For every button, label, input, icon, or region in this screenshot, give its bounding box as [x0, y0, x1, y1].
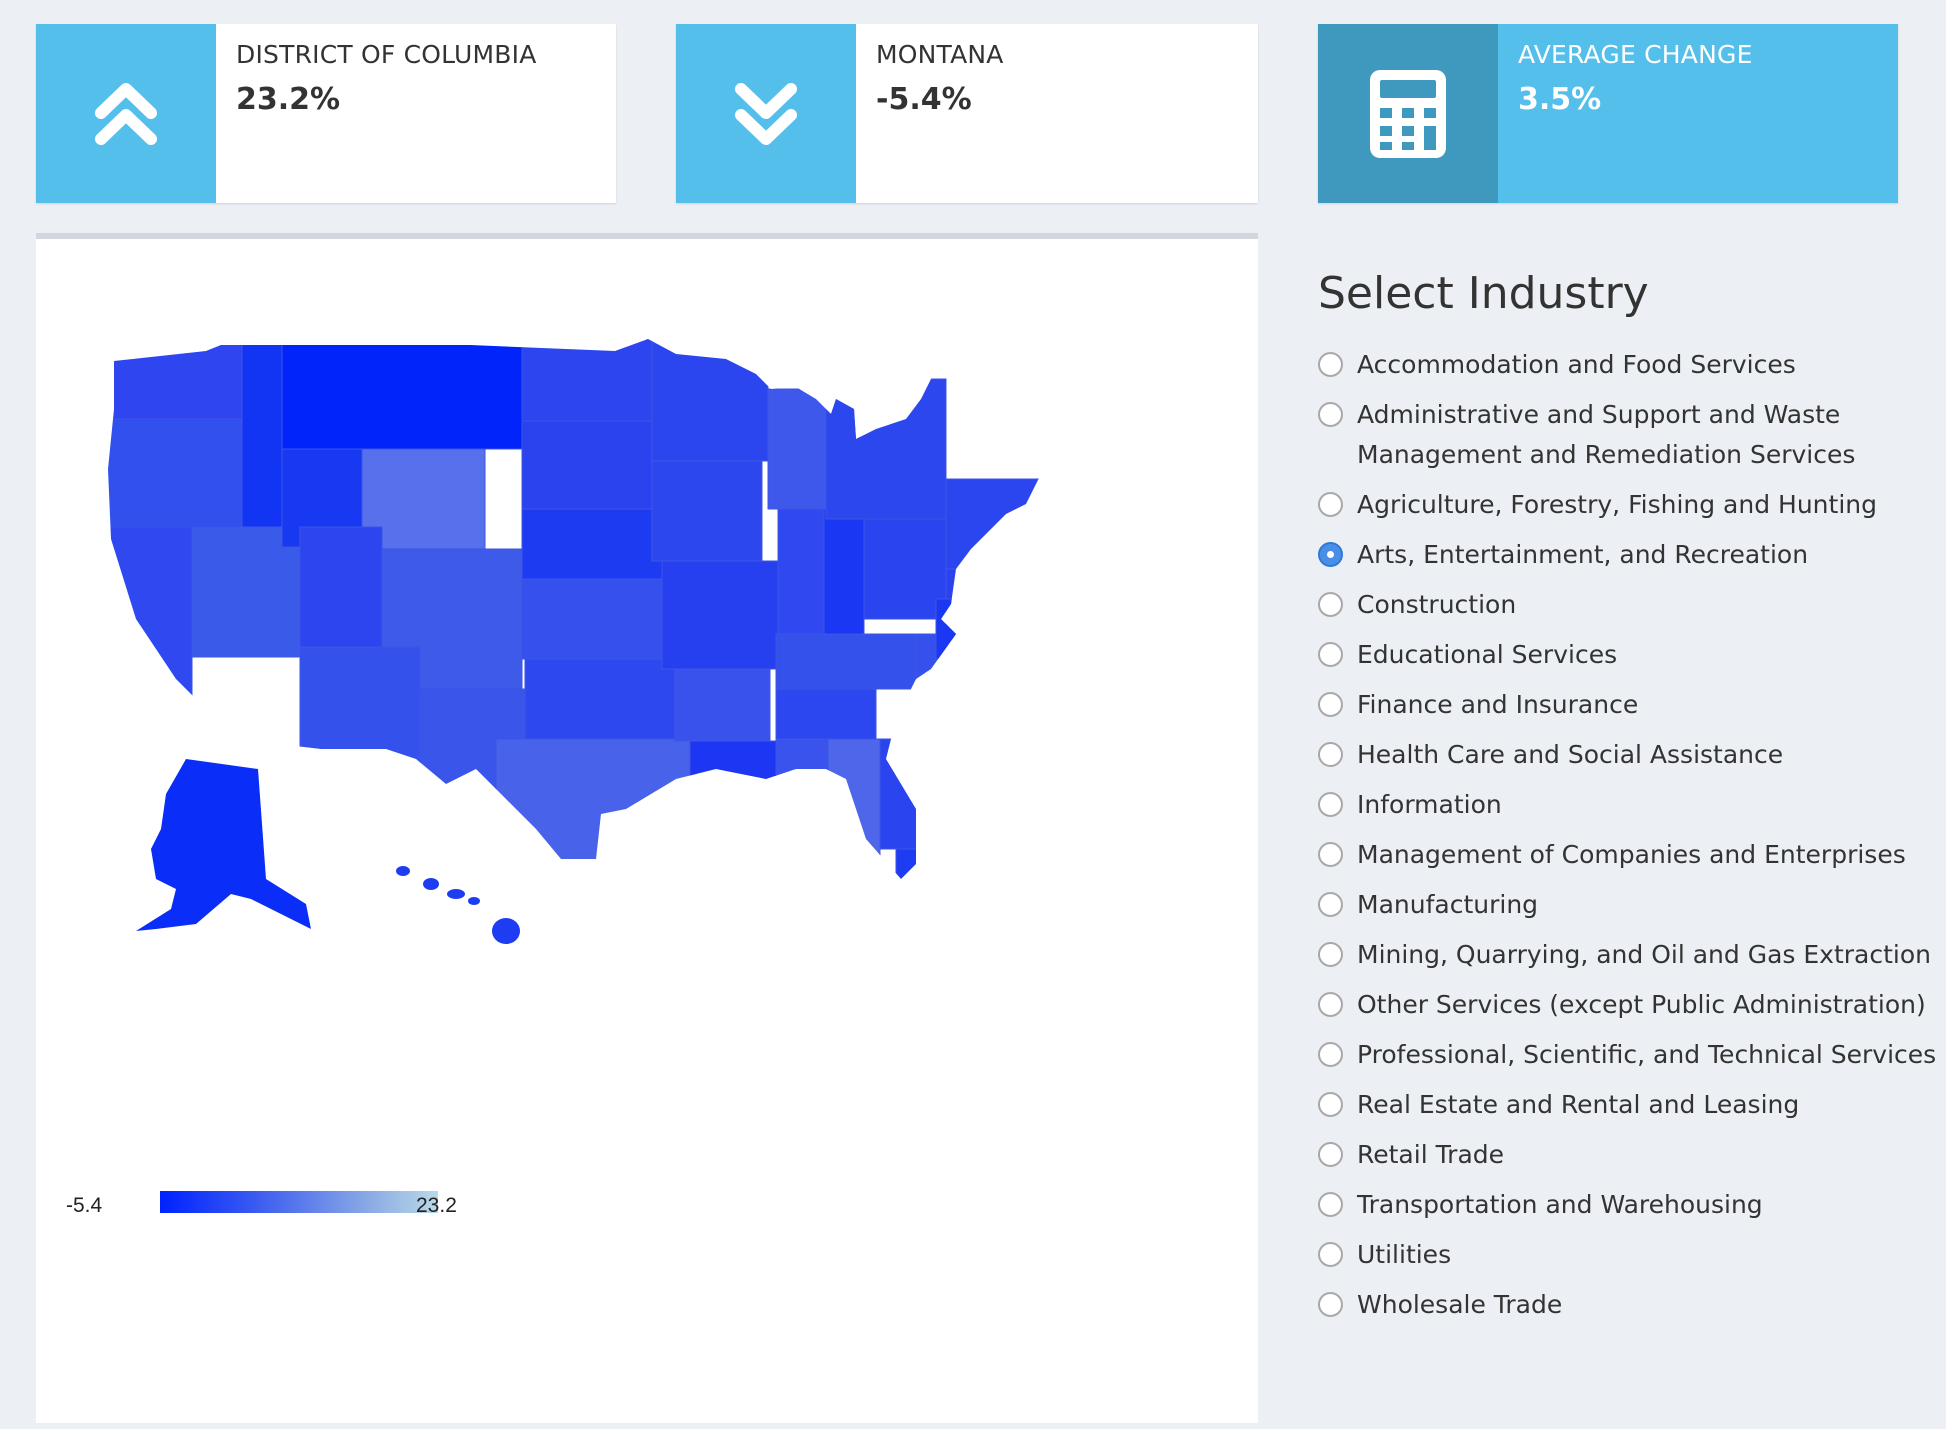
- industry-option[interactable]: Utilities: [1318, 1235, 1918, 1275]
- industry-option[interactable]: Health Care and Social Assistance: [1318, 735, 1918, 775]
- calculator-icon: [1318, 24, 1498, 203]
- industry-option-label[interactable]: Management of Companies and Enterprises: [1357, 840, 1906, 869]
- radio-button[interactable]: [1318, 1242, 1343, 1267]
- legend-min-label: -5.4: [66, 1194, 103, 1217]
- radio-button[interactable]: [1318, 642, 1343, 667]
- industry-option-label[interactable]: Finance and Insurance: [1357, 690, 1639, 719]
- industry-option-label[interactable]: Other Services (except Public Administra…: [1357, 990, 1926, 1019]
- industry-option[interactable]: Administrative and Support and Waste Man…: [1318, 395, 1918, 475]
- radio-button[interactable]: [1318, 992, 1343, 1017]
- radio-button[interactable]: [1318, 352, 1343, 377]
- radio-button[interactable]: [1318, 542, 1343, 567]
- industry-option-label[interactable]: Information: [1357, 790, 1502, 819]
- industry-option-label[interactable]: Manufacturing: [1357, 890, 1539, 919]
- industry-option[interactable]: Accommodation and Food Services: [1318, 345, 1918, 385]
- top-state-label: DISTRICT OF COLUMBIA: [236, 40, 537, 69]
- industry-option-label[interactable]: Real Estate and Rental and Leasing: [1357, 1090, 1800, 1119]
- legend-color-scale: [160, 1191, 438, 1213]
- double-chevron-down-icon: [676, 24, 856, 203]
- radio-button[interactable]: [1318, 1142, 1343, 1167]
- industry-radio-group: Accommodation and Food Services Administr…: [1318, 345, 1936, 1325]
- industry-option[interactable]: Arts, Entertainment, and Recreation: [1318, 535, 1918, 575]
- bottom-state-infobox: MONTANA -5.4%: [676, 24, 1258, 203]
- industry-option[interactable]: Mining, Quarrying, and Oil and Gas Extra…: [1318, 935, 1931, 975]
- industry-option[interactable]: Finance and Insurance: [1318, 685, 1918, 725]
- industry-option[interactable]: Transportation and Warehousing: [1318, 1185, 1918, 1225]
- industry-option[interactable]: Construction: [1318, 585, 1918, 625]
- industry-option-label[interactable]: Educational Services: [1357, 640, 1618, 669]
- radio-button[interactable]: [1318, 892, 1343, 917]
- industry-selector-title: Select Industry: [1318, 268, 1649, 319]
- average-change-label: AVERAGE CHANGE: [1518, 40, 1753, 69]
- radio-button[interactable]: [1318, 942, 1343, 967]
- industry-option-label[interactable]: Arts, Entertainment, and Recreation: [1357, 540, 1809, 569]
- average-change-value: 3.5%: [1518, 82, 1602, 117]
- industry-option-label[interactable]: Construction: [1357, 590, 1517, 619]
- bottom-state-label: MONTANA: [876, 40, 1004, 69]
- industry-option-label[interactable]: Accommodation and Food Services: [1357, 350, 1796, 379]
- radio-button[interactable]: [1318, 792, 1343, 817]
- top-state-infobox: DISTRICT OF COLUMBIA 23.2%: [36, 24, 616, 203]
- radio-button[interactable]: [1318, 1292, 1343, 1317]
- radio-button[interactable]: [1318, 1092, 1343, 1117]
- industry-option[interactable]: Manufacturing: [1318, 885, 1918, 925]
- industry-selector: Select Industry Accommodation and Food S…: [1318, 268, 1936, 1335]
- industry-option-label[interactable]: Health Care and Social Assistance: [1357, 740, 1784, 769]
- legend-max-label: 23.2: [416, 1194, 457, 1217]
- radio-button[interactable]: [1318, 692, 1343, 717]
- industry-option-label[interactable]: Agriculture, Forestry, Fishing and Hunti…: [1357, 490, 1877, 519]
- industry-option[interactable]: Real Estate and Rental and Leasing: [1318, 1085, 1918, 1125]
- choropleth-map-panel: -5.4 23.2: [36, 233, 1258, 1423]
- industry-option[interactable]: Management of Companies and Enterprises: [1318, 835, 1918, 875]
- radio-button[interactable]: [1318, 1042, 1343, 1067]
- top-state-value: 23.2%: [236, 82, 341, 117]
- bottom-state-value: -5.4%: [876, 82, 972, 117]
- radio-button[interactable]: [1318, 402, 1343, 427]
- radio-button[interactable]: [1318, 1192, 1343, 1217]
- radio-button[interactable]: [1318, 842, 1343, 867]
- radio-button[interactable]: [1318, 742, 1343, 767]
- industry-option[interactable]: Information: [1318, 785, 1918, 825]
- radio-selected-dot: [1327, 551, 1334, 558]
- industry-option[interactable]: Agriculture, Forestry, Fishing and Hunti…: [1318, 485, 1918, 525]
- us-choropleth-map: [108, 339, 1041, 944]
- industry-option[interactable]: Other Services (except Public Administra…: [1318, 985, 1926, 1025]
- industry-option-label[interactable]: Transportation and Warehousing: [1357, 1190, 1763, 1219]
- industry-option[interactable]: Educational Services: [1318, 635, 1918, 675]
- industry-option-label[interactable]: Utilities: [1357, 1240, 1452, 1269]
- industry-option-label[interactable]: Mining, Quarrying, and Oil and Gas Extra…: [1357, 940, 1931, 969]
- industry-option[interactable]: Professional, Scientific, and Technical …: [1318, 1035, 1936, 1075]
- average-change-infobox: AVERAGE CHANGE 3.5%: [1318, 24, 1898, 203]
- industry-option-label[interactable]: Retail Trade: [1357, 1140, 1505, 1169]
- double-chevron-up-icon: [36, 24, 216, 203]
- industry-option[interactable]: Retail Trade: [1318, 1135, 1918, 1175]
- radio-button[interactable]: [1318, 492, 1343, 517]
- industry-option-label[interactable]: Professional, Scientific, and Technical …: [1357, 1040, 1937, 1069]
- industry-option-label[interactable]: Administrative and Support and Waste Man…: [1357, 400, 1856, 469]
- industry-option[interactable]: Wholesale Trade: [1318, 1285, 1918, 1325]
- radio-button[interactable]: [1318, 592, 1343, 617]
- industry-option-label[interactable]: Wholesale Trade: [1357, 1290, 1563, 1319]
